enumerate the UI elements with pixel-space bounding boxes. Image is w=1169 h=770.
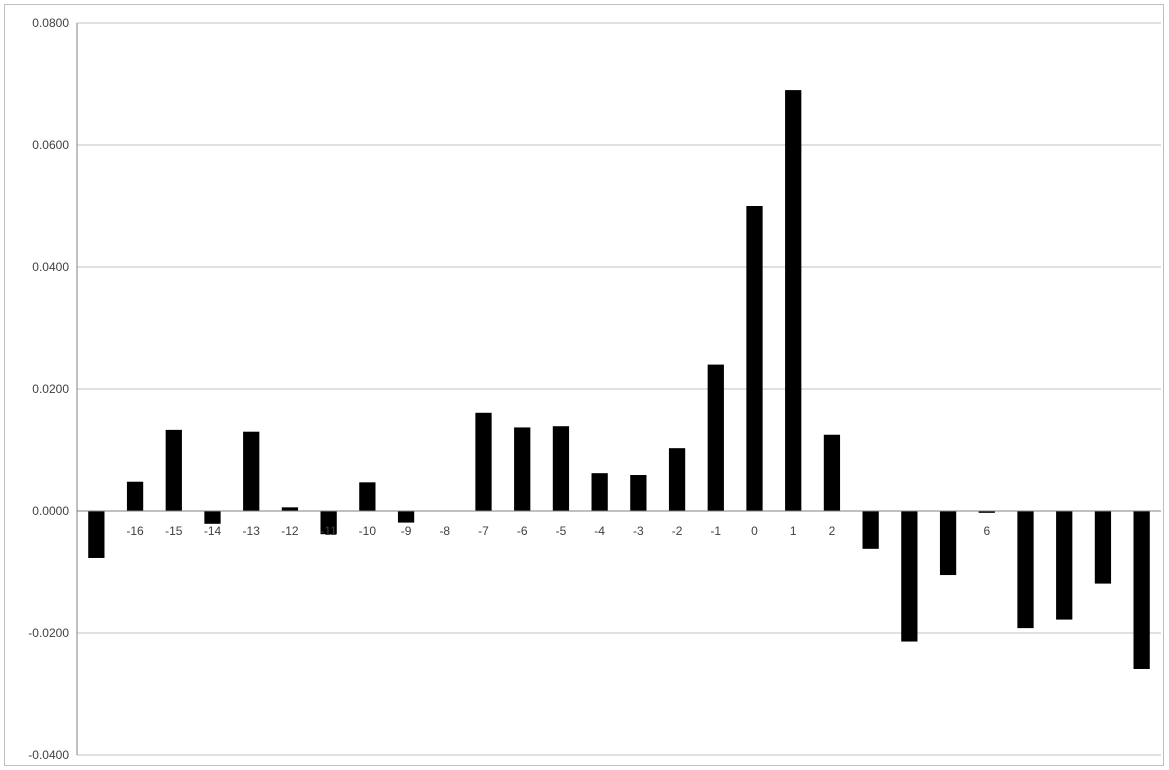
y-tick-label: -0.0400: [28, 748, 69, 762]
bar-chart: 0.0800 0.0600 0.0400 0.0200 0.0000 -0.0200 -0.…: [28, 16, 1161, 762]
bar: [165, 429, 182, 511]
x-tick-label: -16: [126, 524, 144, 538]
bar: [320, 511, 337, 535]
bar: [397, 511, 415, 523]
bar: [281, 507, 299, 511]
x-tick-label: 1: [790, 524, 797, 538]
x-tick-label: -10: [359, 524, 377, 538]
bar: [514, 427, 531, 511]
x-tick-label: -12: [281, 524, 299, 538]
x-tick-label: -13: [243, 524, 261, 538]
bar: [901, 511, 918, 642]
bar: [823, 434, 841, 511]
bar: [630, 475, 647, 511]
x-tick-label: -8: [439, 524, 450, 538]
bar: [1133, 511, 1150, 669]
bar: [552, 426, 570, 511]
bar: [591, 473, 608, 511]
x-tick-label: -2: [672, 524, 683, 538]
bar: [862, 511, 879, 549]
y-tick-label: 0.0000: [32, 504, 69, 518]
x-tick-label: -1: [710, 524, 721, 538]
bar: [978, 511, 995, 513]
bar: [126, 481, 144, 511]
bar: [88, 511, 105, 558]
bar: [785, 90, 802, 511]
y-tick-label: 0.0400: [32, 260, 69, 274]
bar: [707, 364, 724, 511]
bar: [243, 431, 260, 511]
y-tick-label: 0.0800: [32, 16, 69, 30]
x-tick-label: 0: [751, 524, 758, 538]
x-tick-label: -9: [401, 524, 412, 538]
x-tick-label: -5: [556, 524, 567, 538]
x-tick-label: -6: [517, 524, 528, 538]
x-tick-label: -3: [633, 524, 644, 538]
chart-frame: 0.0800 0.0600 0.0400 0.0200 0.0000 -0.0200 -0.…: [4, 4, 1164, 766]
x-tick-label: -14: [204, 524, 222, 538]
x-tick-label: -4: [594, 524, 605, 538]
bar: [1056, 511, 1073, 620]
x-tick-label: -11: [320, 524, 337, 538]
bar: [1017, 511, 1034, 629]
bar: [746, 206, 763, 511]
y-tick-label: 0.0200: [32, 382, 69, 396]
x-tick-label: -7: [478, 524, 489, 538]
y-tick-label: -0.0200: [28, 626, 69, 640]
x-tick-label: 6: [983, 524, 990, 538]
bar: [1094, 511, 1112, 584]
y-tick-label: 0.0600: [32, 138, 69, 152]
bar: [939, 511, 957, 576]
bar: [475, 412, 492, 511]
x-tick-label: 2: [829, 524, 836, 538]
x-tick-label: -15: [165, 524, 183, 538]
bar: [359, 482, 376, 511]
bar: [204, 511, 221, 524]
bar: [668, 448, 686, 511]
